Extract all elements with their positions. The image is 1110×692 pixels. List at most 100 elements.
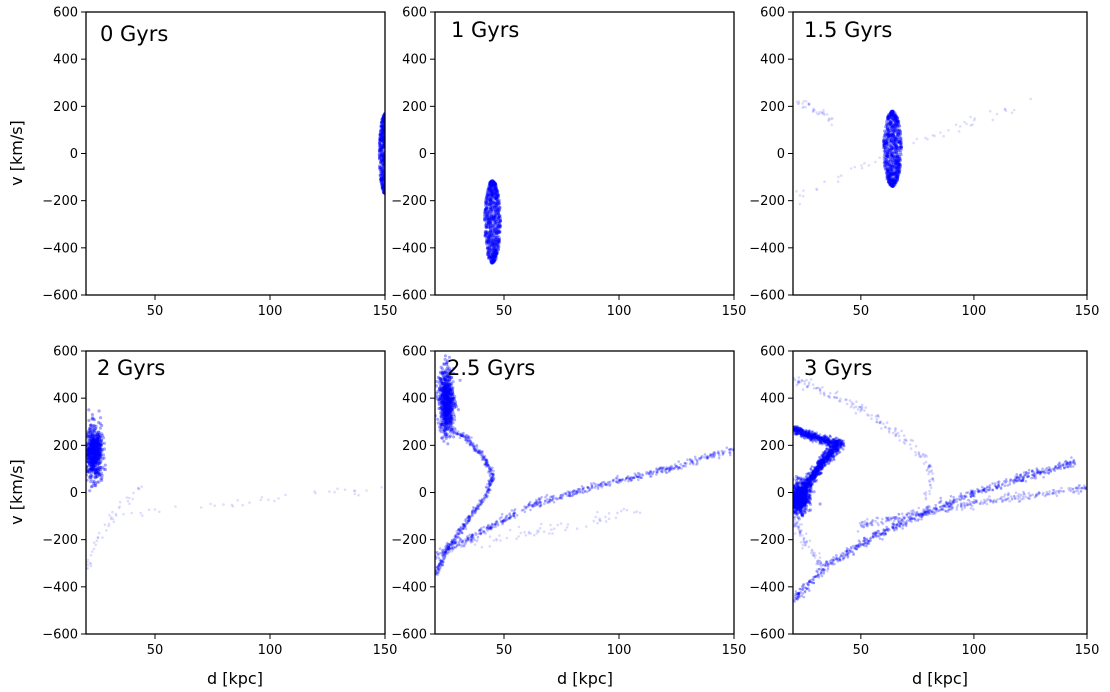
particle-point — [439, 405, 443, 409]
particle-point — [574, 489, 577, 493]
particle-point — [492, 253, 496, 257]
particle-point — [801, 493, 804, 497]
particle-point — [380, 158, 385, 162]
particle-point — [440, 408, 445, 412]
particle-point — [488, 473, 492, 476]
particle-point — [827, 119, 830, 122]
particle-point — [443, 397, 447, 402]
particle-point — [560, 497, 564, 500]
particle-point — [617, 479, 621, 483]
particle-point — [489, 527, 493, 530]
particle-point — [896, 116, 900, 120]
particle-point — [895, 168, 899, 173]
particle-point — [487, 218, 491, 222]
particle-point — [450, 393, 454, 397]
particle-point — [888, 120, 893, 124]
x-tick-label: 150 — [373, 304, 398, 319]
particle-point — [386, 158, 389, 161]
particle-point — [894, 156, 899, 160]
particle-point — [468, 517, 471, 520]
particle-point — [89, 467, 93, 471]
particle-point — [107, 524, 110, 528]
particle-point — [446, 389, 450, 393]
particle-point — [493, 238, 497, 242]
particle-point — [497, 237, 501, 241]
particle-point — [447, 546, 451, 549]
particle-point — [89, 447, 93, 451]
particle-point — [389, 141, 392, 144]
particle-point — [489, 179, 493, 183]
particle-point — [445, 434, 449, 439]
particle-point — [947, 129, 950, 132]
particle-point — [86, 447, 89, 451]
particle-point — [88, 451, 92, 455]
particle-point — [439, 405, 443, 409]
particle-point — [445, 406, 449, 410]
particle-point — [379, 167, 384, 172]
particle-point — [892, 165, 896, 169]
particle-point — [895, 175, 899, 179]
particle-point — [100, 478, 104, 482]
particle-point — [559, 522, 563, 525]
particle-point — [91, 440, 95, 444]
particle-point — [485, 527, 489, 530]
particle-point — [451, 543, 454, 547]
particle-point — [568, 490, 571, 494]
particle-point — [567, 494, 571, 498]
particle-point — [93, 439, 97, 443]
particle-point — [889, 124, 893, 128]
particle-point — [442, 415, 447, 419]
particle-point — [386, 117, 389, 120]
particle-point — [893, 171, 898, 176]
particle-point — [380, 139, 384, 143]
particle-point — [381, 135, 385, 139]
particle-point — [468, 444, 472, 447]
particle-point — [504, 515, 508, 518]
particle-point — [93, 442, 98, 447]
particle-point — [893, 111, 897, 115]
particle-point — [464, 434, 468, 437]
particle-point — [380, 125, 384, 129]
particle-point — [99, 442, 103, 446]
particle-point — [476, 538, 479, 542]
particle-point — [91, 438, 95, 442]
particle-point — [174, 505, 177, 508]
particle-point — [94, 448, 98, 452]
particle-point — [897, 172, 901, 177]
particle-point — [438, 397, 442, 401]
particle-point — [694, 457, 697, 461]
particle-point — [606, 482, 610, 485]
particle-point — [443, 399, 447, 403]
particle-point — [493, 248, 497, 252]
particle-point — [91, 440, 95, 444]
particle-point — [678, 466, 681, 469]
particle-point — [380, 137, 384, 141]
particle-point — [489, 188, 493, 192]
particle-point — [488, 255, 492, 259]
particle-point — [267, 498, 270, 502]
particle-point — [485, 464, 489, 467]
particle-point — [90, 440, 94, 444]
particle-point — [682, 464, 686, 468]
particle-point — [888, 156, 893, 160]
particle-point — [510, 509, 514, 512]
particle-point — [896, 160, 900, 164]
particle-point — [442, 409, 447, 413]
particle-point — [890, 136, 894, 140]
particle-point — [890, 180, 894, 184]
particle-point — [380, 179, 384, 183]
particle-point — [464, 436, 468, 439]
particle-point — [495, 191, 499, 195]
particle-point — [494, 185, 498, 189]
particle-point — [465, 439, 468, 442]
particle-point — [92, 459, 96, 463]
particle-point — [892, 172, 896, 176]
particle-point — [447, 416, 451, 420]
particle-point — [98, 473, 102, 477]
particle-point — [387, 146, 390, 149]
particle-point — [540, 504, 543, 507]
particle-point — [448, 389, 453, 393]
particle-point — [437, 571, 440, 574]
particle-point — [94, 442, 98, 446]
particle-point — [386, 156, 389, 159]
